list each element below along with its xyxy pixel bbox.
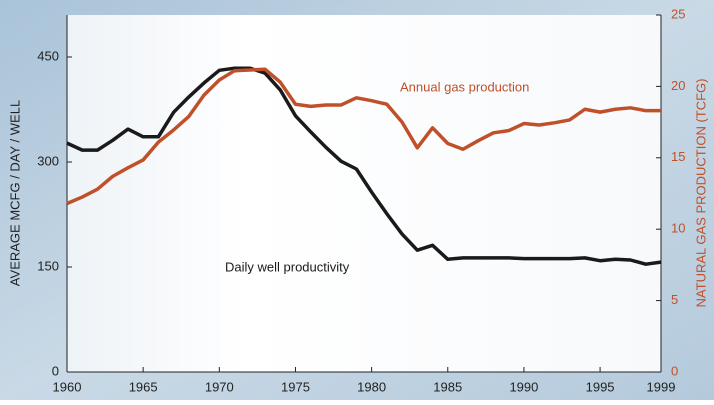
y-axis-label: AVERAGE MCFG / DAY / WELL xyxy=(7,100,22,286)
x-tick-label: 1999 xyxy=(647,379,676,394)
y-tick-label: 150 xyxy=(37,258,59,273)
x-tick-label: 1975 xyxy=(281,379,310,394)
series-line xyxy=(66,66,662,266)
y2-tick-label: 0 xyxy=(671,363,678,378)
series-line xyxy=(66,67,661,206)
x-tick-label: 1970 xyxy=(205,379,234,394)
series-label: Daily well productivity xyxy=(225,259,350,274)
y2-tick-label: 15 xyxy=(671,149,685,164)
x-tick-label: 1985 xyxy=(433,379,462,394)
x-tick-label: 1965 xyxy=(129,379,158,394)
y-tick-label: 0 xyxy=(52,363,59,378)
y2-tick-label: 20 xyxy=(671,78,685,93)
plot-area xyxy=(67,15,661,372)
x-tick-label: 1960 xyxy=(53,379,82,394)
x-tick-label: 1980 xyxy=(357,379,386,394)
series-label: Annual gas production xyxy=(400,79,529,94)
y-tick-label: 450 xyxy=(37,48,59,63)
y2-axis-label: NATURAL GAS PRODUCTION (TCFG) xyxy=(693,79,708,308)
y2-tick-label: 25 xyxy=(671,6,685,21)
x-tick-label: 1990 xyxy=(509,379,538,394)
x-tick-label: 1995 xyxy=(586,379,615,394)
y2-tick-label: 10 xyxy=(671,221,685,236)
y-tick-label: 300 xyxy=(37,153,59,168)
y2-tick-label: 5 xyxy=(671,292,678,307)
